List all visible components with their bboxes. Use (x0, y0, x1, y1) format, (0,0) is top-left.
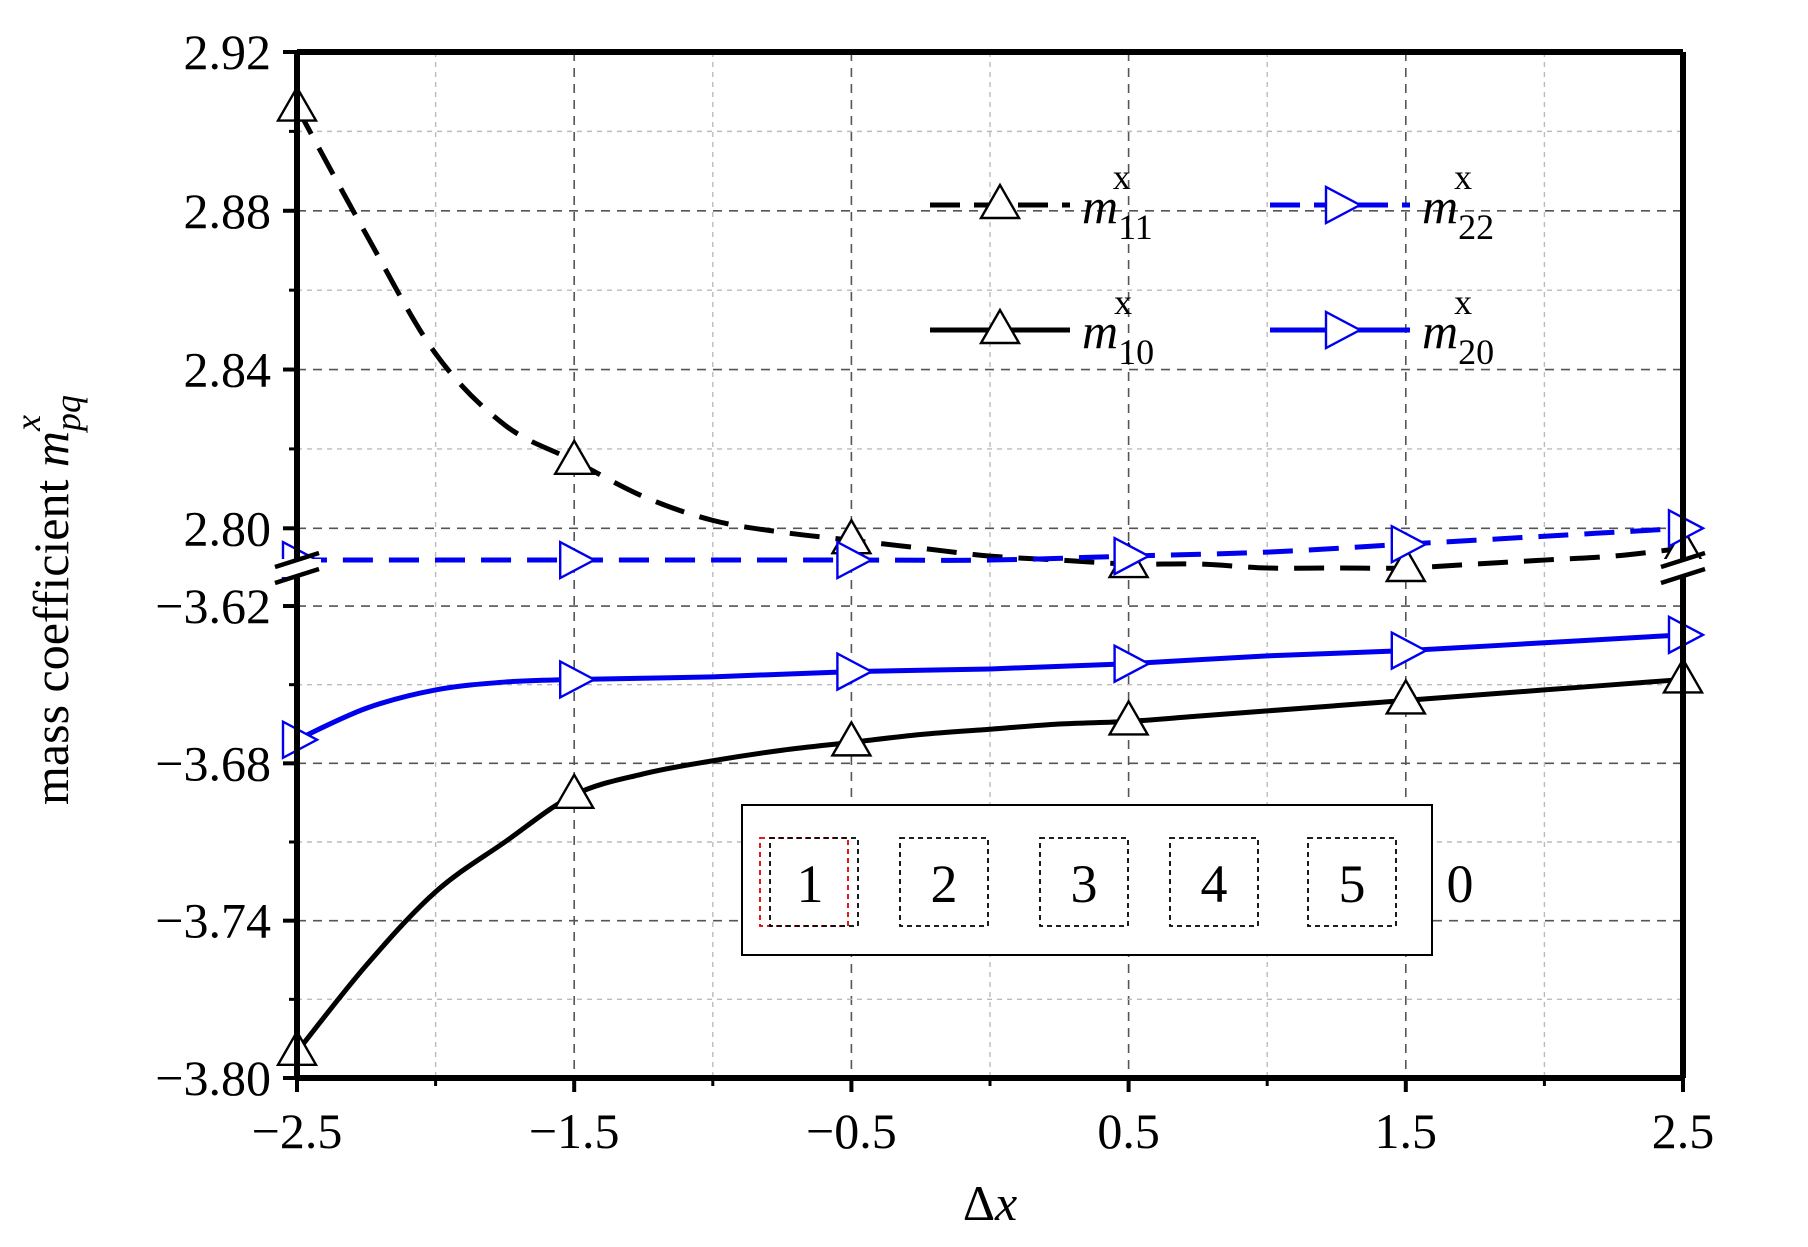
x-tick-label: 1.5 (1375, 1103, 1438, 1159)
inset-label: 5 (1339, 854, 1366, 914)
grid (297, 52, 1683, 1078)
inset-box (1039, 837, 1129, 927)
inset-box: 1 2 3 4 5 0 (741, 804, 1474, 956)
axis-break-mark (274, 566, 320, 586)
data-point-10 (1107, 698, 1150, 736)
y-axis-title: mass coefficient mpqx (8, 395, 88, 805)
inset-box (1169, 837, 1259, 927)
legend-label: m10x (1082, 282, 1154, 372)
inset-box (769, 837, 859, 927)
y-tick-label: −3.68 (155, 735, 271, 791)
y-tick-label: −3.80 (155, 1050, 271, 1106)
series-line-11 (294, 106, 1684, 571)
y-tick-label: 2.88 (184, 183, 272, 239)
y-tick-label: 2.92 (184, 24, 272, 80)
legend-marker (978, 307, 1022, 345)
x-axis-title: Δx (963, 1175, 1017, 1231)
inset-cell-2: 2 (899, 837, 989, 927)
legend-entry-11: m11x (930, 157, 1153, 247)
data-point-22 (1390, 524, 1429, 565)
data-point-20 (1113, 643, 1152, 684)
inset-cell-4: 4 (1169, 837, 1259, 927)
data-point-20 (559, 659, 597, 700)
x-tick-label: −0.5 (806, 1103, 897, 1159)
inset-cell-3: 3 (1039, 837, 1129, 927)
legend-label: m20x (1422, 282, 1494, 372)
inset-label: 4 (1201, 854, 1228, 914)
series-22 (281, 508, 1706, 581)
data-point-10 (1384, 678, 1427, 715)
legend-marker (978, 182, 1022, 220)
axis-break-mark (274, 550, 320, 570)
data-point-22 (836, 540, 874, 581)
data-point-20 (1390, 630, 1429, 671)
inset-label: 3 (1071, 854, 1098, 914)
inset-box (899, 837, 989, 927)
data-point-22 (1113, 536, 1152, 577)
inset-cell-1: 1 (759, 837, 859, 927)
data-point-11 (1384, 545, 1427, 583)
legend-entry-20: m20x (1270, 282, 1494, 372)
legend: m11x m22x m10x m20x (930, 157, 1494, 372)
legend-entry-22: m22x (1270, 157, 1494, 247)
x-tick-label: 0.5 (1097, 1103, 1160, 1159)
x-tick-label: 2.5 (1652, 1103, 1715, 1159)
legend-marker (1324, 310, 1363, 350)
inset-label: 2 (931, 854, 958, 914)
data-point-10 (830, 719, 873, 757)
legend-marker (1324, 185, 1363, 225)
data-point-11 (553, 438, 596, 476)
data-point-10 (553, 772, 596, 810)
inset-label-trailing: 0 (1447, 854, 1474, 914)
y-tick-label: 2.80 (184, 500, 272, 556)
x-tick-label: −2.5 (252, 1103, 343, 1159)
inset-frame (741, 804, 1433, 956)
axis-break-mark (1660, 566, 1706, 586)
axis-break-mark (1660, 550, 1706, 570)
y-tick-label: −3.62 (155, 578, 271, 634)
inset-label: 1 (797, 854, 824, 914)
legend-label: m22x (1422, 157, 1494, 247)
data-point-20 (836, 651, 874, 692)
series-20 (281, 614, 1706, 760)
series-line-10 (295, 676, 1684, 1054)
legend-label: m11x (1082, 157, 1153, 247)
inset-cell-5: 5 (1307, 837, 1397, 927)
y-tick-label: −3.74 (155, 893, 271, 949)
axis-ticks: −2.5 −1.5 −0.5 0.5 1.5 2.5 2.80 2.84 2.88 2.92 −3.… (155, 24, 1714, 1159)
data-point-22 (559, 540, 597, 581)
x-tick-label: −1.5 (529, 1103, 620, 1159)
legend-entry-10: m10x (930, 282, 1154, 372)
series-layer (275, 85, 1706, 1066)
inset-box (1307, 837, 1397, 927)
y-tick-label: 2.84 (184, 342, 272, 398)
